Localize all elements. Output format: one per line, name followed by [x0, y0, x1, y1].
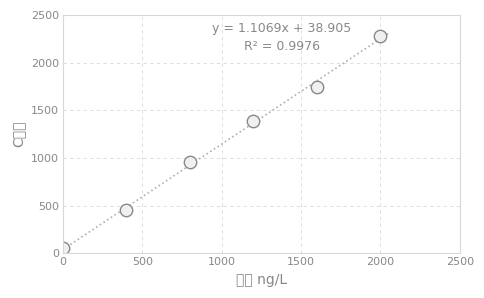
Point	[59, 246, 67, 251]
Point	[249, 118, 257, 123]
Y-axis label: C激活: C激活	[11, 121, 25, 148]
Point	[186, 159, 194, 164]
X-axis label: 浓度 ng/L: 浓度 ng/L	[235, 273, 287, 287]
Point	[376, 34, 383, 38]
Text: y = 1.1069x + 38.905
R² = 0.9976: y = 1.1069x + 38.905 R² = 0.9976	[212, 22, 351, 53]
Point	[313, 84, 320, 89]
Point	[122, 208, 130, 213]
